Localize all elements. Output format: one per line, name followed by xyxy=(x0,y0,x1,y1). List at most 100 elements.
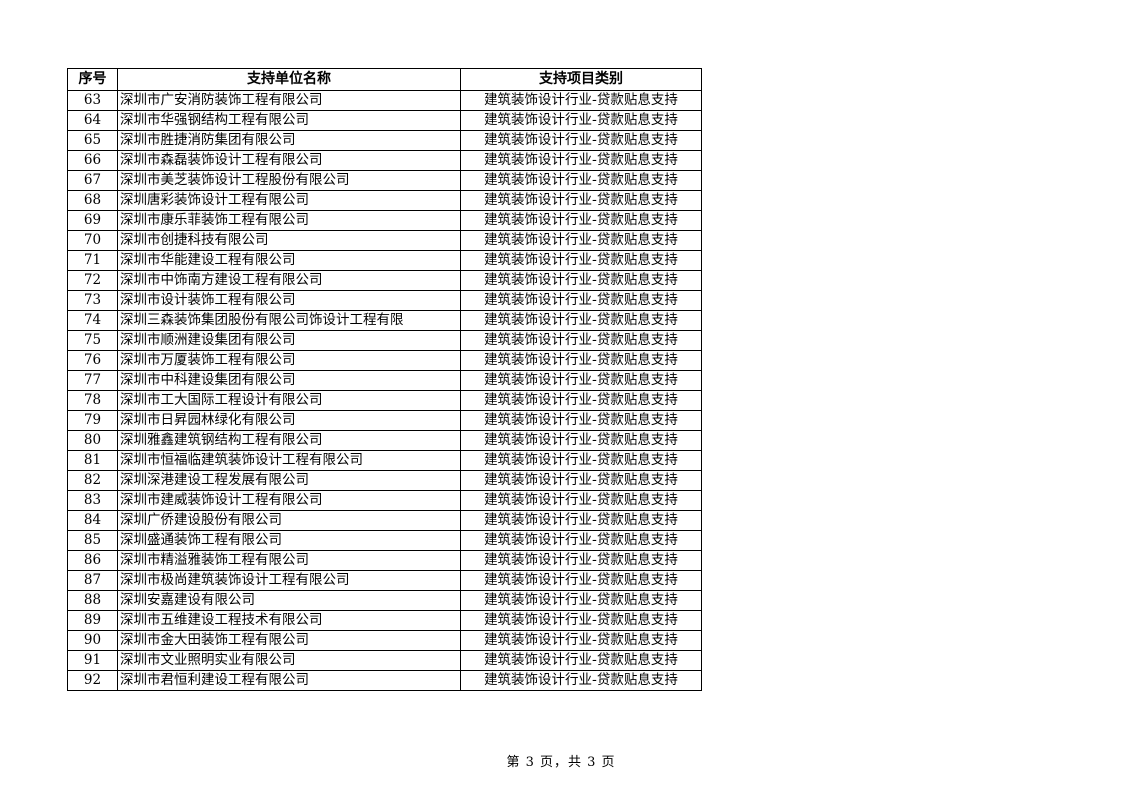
cell-unit-name: 深圳市极尚建筑装饰设计工程有限公司 xyxy=(117,570,461,591)
cell-index: 74 xyxy=(67,310,118,331)
table-row: 75 深圳市顺洲建设集团有限公司 建筑装饰设计行业-贷款贴息支持 xyxy=(67,330,702,351)
cell-index: 84 xyxy=(67,510,118,531)
cell-project-category: 建筑装饰设计行业-贷款贴息支持 xyxy=(460,130,702,151)
table-row: 67 深圳市美芝装饰设计工程股份有限公司 建筑装饰设计行业-贷款贴息支持 xyxy=(67,170,702,191)
table-row: 83 深圳市建威装饰设计工程有限公司 建筑装饰设计行业-贷款贴息支持 xyxy=(67,490,702,511)
table-row: 66 深圳市森磊装饰设计工程有限公司 建筑装饰设计行业-贷款贴息支持 xyxy=(67,150,702,171)
table-row: 87 深圳市极尚建筑装饰设计工程有限公司 建筑装饰设计行业-贷款贴息支持 xyxy=(67,570,702,591)
cell-unit-name: 深圳安嘉建设有限公司 xyxy=(117,590,461,611)
cell-project-category: 建筑装饰设计行业-贷款贴息支持 xyxy=(460,450,702,471)
cell-index: 72 xyxy=(67,270,118,291)
cell-project-category: 建筑装饰设计行业-贷款贴息支持 xyxy=(460,670,702,691)
cell-index: 79 xyxy=(67,410,118,431)
cell-index: 82 xyxy=(67,470,118,491)
cell-unit-name: 深圳市恒福临建筑装饰设计工程有限公司 xyxy=(117,450,461,471)
table-header: 序号 支持单位名称 支持项目类别 xyxy=(67,68,702,91)
cell-index: 78 xyxy=(67,390,118,411)
table-row: 65 深圳市胜捷消防集团有限公司 建筑装饰设计行业-贷款贴息支持 xyxy=(67,130,702,151)
column-header-index: 序号 xyxy=(67,68,118,91)
cell-index: 77 xyxy=(67,370,118,391)
cell-project-category: 建筑装饰设计行业-贷款贴息支持 xyxy=(460,650,702,671)
cell-project-category: 建筑装饰设计行业-贷款贴息支持 xyxy=(460,90,702,111)
cell-project-category: 建筑装饰设计行业-贷款贴息支持 xyxy=(460,470,702,491)
cell-index: 64 xyxy=(67,110,118,131)
cell-project-category: 建筑装饰设计行业-贷款贴息支持 xyxy=(460,150,702,171)
cell-unit-name: 深圳市日昇园林绿化有限公司 xyxy=(117,410,461,431)
cell-project-category: 建筑装饰设计行业-贷款贴息支持 xyxy=(460,310,702,331)
cell-project-category: 建筑装饰设计行业-贷款贴息支持 xyxy=(460,170,702,191)
table-row: 64 深圳市华强钢结构工程有限公司 建筑装饰设计行业-贷款贴息支持 xyxy=(67,110,702,131)
cell-unit-name: 深圳市广安消防装饰工程有限公司 xyxy=(117,90,461,111)
column-header-project-category: 支持项目类别 xyxy=(460,68,702,91)
table-row: 80 深圳雅鑫建筑钢结构工程有限公司 建筑装饰设计行业-贷款贴息支持 xyxy=(67,430,702,451)
cell-index: 71 xyxy=(67,250,118,271)
table-row: 82 深圳深港建设工程发展有限公司 建筑装饰设计行业-贷款贴息支持 xyxy=(67,470,702,491)
cell-unit-name: 深圳市工大国际工程设计有限公司 xyxy=(117,390,461,411)
cell-project-category: 建筑装饰设计行业-贷款贴息支持 xyxy=(460,510,702,531)
cell-unit-name: 深圳市华能建设工程有限公司 xyxy=(117,250,461,271)
cell-unit-name: 深圳市君恒利建设工程有限公司 xyxy=(117,670,461,691)
cell-project-category: 建筑装饰设计行业-贷款贴息支持 xyxy=(460,330,702,351)
cell-project-category: 建筑装饰设计行业-贷款贴息支持 xyxy=(460,610,702,631)
cell-unit-name: 深圳三森装饰集团股份有限公司饰设计工程有限 xyxy=(117,310,461,331)
cell-unit-name: 深圳市华强钢结构工程有限公司 xyxy=(117,110,461,131)
table-row: 68 深圳唐彩装饰设计工程有限公司 建筑装饰设计行业-贷款贴息支持 xyxy=(67,190,702,211)
table-row: 92 深圳市君恒利建设工程有限公司 建筑装饰设计行业-贷款贴息支持 xyxy=(67,670,702,691)
cell-unit-name: 深圳广侨建设股份有限公司 xyxy=(117,510,461,531)
cell-project-category: 建筑装饰设计行业-贷款贴息支持 xyxy=(460,350,702,371)
cell-index: 91 xyxy=(67,650,118,671)
table-row: 63 深圳市广安消防装饰工程有限公司 建筑装饰设计行业-贷款贴息支持 xyxy=(67,90,702,111)
cell-index: 65 xyxy=(67,130,118,151)
cell-unit-name: 深圳市中科建设集团有限公司 xyxy=(117,370,461,391)
support-units-table: 序号 支持单位名称 支持项目类别 63 深圳市广安消防装饰工程有限公司 建筑装饰设计… xyxy=(67,68,702,691)
cell-unit-name: 深圳唐彩装饰设计工程有限公司 xyxy=(117,190,461,211)
table-row: 86 深圳市精溢雅装饰工程有限公司 建筑装饰设计行业-贷款贴息支持 xyxy=(67,550,702,571)
cell-unit-name: 深圳雅鑫建筑钢结构工程有限公司 xyxy=(117,430,461,451)
cell-project-category: 建筑装饰设计行业-贷款贴息支持 xyxy=(460,550,702,571)
cell-index: 92 xyxy=(67,670,118,691)
cell-index: 90 xyxy=(67,630,118,651)
cell-index: 86 xyxy=(67,550,118,571)
cell-project-category: 建筑装饰设计行业-贷款贴息支持 xyxy=(460,230,702,251)
cell-index: 75 xyxy=(67,330,118,351)
cell-project-category: 建筑装饰设计行业-贷款贴息支持 xyxy=(460,530,702,551)
table-row: 72 深圳市中饰南方建设工程有限公司 建筑装饰设计行业-贷款贴息支持 xyxy=(67,270,702,291)
cell-index: 63 xyxy=(67,90,118,111)
cell-project-category: 建筑装饰设计行业-贷款贴息支持 xyxy=(460,210,702,231)
cell-index: 89 xyxy=(67,610,118,631)
cell-project-category: 建筑装饰设计行业-贷款贴息支持 xyxy=(460,110,702,131)
cell-unit-name: 深圳市建威装饰设计工程有限公司 xyxy=(117,490,461,511)
cell-unit-name: 深圳市金大田装饰工程有限公司 xyxy=(117,630,461,651)
cell-project-category: 建筑装饰设计行业-贷款贴息支持 xyxy=(460,270,702,291)
table-row: 90 深圳市金大田装饰工程有限公司 建筑装饰设计行业-贷款贴息支持 xyxy=(67,630,702,651)
cell-unit-name: 深圳市顺洲建设集团有限公司 xyxy=(117,330,461,351)
table-row: 81 深圳市恒福临建筑装饰设计工程有限公司 建筑装饰设计行业-贷款贴息支持 xyxy=(67,450,702,471)
cell-unit-name: 深圳市森磊装饰设计工程有限公司 xyxy=(117,150,461,171)
cell-index: 69 xyxy=(67,210,118,231)
column-header-unit-name: 支持单位名称 xyxy=(117,68,461,91)
table-row: 88 深圳安嘉建设有限公司 建筑装饰设计行业-贷款贴息支持 xyxy=(67,590,702,611)
table-row: 79 深圳市日昇园林绿化有限公司 建筑装饰设计行业-贷款贴息支持 xyxy=(67,410,702,431)
cell-unit-name: 深圳市精溢雅装饰工程有限公司 xyxy=(117,550,461,571)
table-row: 74 深圳三森装饰集团股份有限公司饰设计工程有限 建筑装饰设计行业-贷款贴息支持 xyxy=(67,310,702,331)
cell-project-category: 建筑装饰设计行业-贷款贴息支持 xyxy=(460,590,702,611)
cell-unit-name: 深圳深港建设工程发展有限公司 xyxy=(117,470,461,491)
cell-project-category: 建筑装饰设计行业-贷款贴息支持 xyxy=(460,570,702,591)
cell-index: 87 xyxy=(67,570,118,591)
table-header-row: 序号 支持单位名称 支持项目类别 xyxy=(67,68,702,91)
table-row: 73 深圳市设计装饰工程有限公司 建筑装饰设计行业-贷款贴息支持 xyxy=(67,290,702,311)
cell-index: 73 xyxy=(67,290,118,311)
cell-index: 88 xyxy=(67,590,118,611)
cell-index: 70 xyxy=(67,230,118,251)
table-row: 91 深圳市文业照明实业有限公司 建筑装饰设计行业-贷款贴息支持 xyxy=(67,650,702,671)
table-body: 63 深圳市广安消防装饰工程有限公司 建筑装饰设计行业-贷款贴息支持 64 深圳市华强钢… xyxy=(67,90,702,691)
cell-project-category: 建筑装饰设计行业-贷款贴息支持 xyxy=(460,290,702,311)
cell-project-category: 建筑装饰设计行业-贷款贴息支持 xyxy=(460,370,702,391)
table-row: 71 深圳市华能建设工程有限公司 建筑装饰设计行业-贷款贴息支持 xyxy=(67,250,702,271)
cell-project-category: 建筑装饰设计行业-贷款贴息支持 xyxy=(460,490,702,511)
table-row: 69 深圳市康乐菲装饰工程有限公司 建筑装饰设计行业-贷款贴息支持 xyxy=(67,210,702,231)
cell-unit-name: 深圳盛通装饰工程有限公司 xyxy=(117,530,461,551)
cell-unit-name: 深圳市美芝装饰设计工程股份有限公司 xyxy=(117,170,461,191)
cell-project-category: 建筑装饰设计行业-贷款贴息支持 xyxy=(460,250,702,271)
